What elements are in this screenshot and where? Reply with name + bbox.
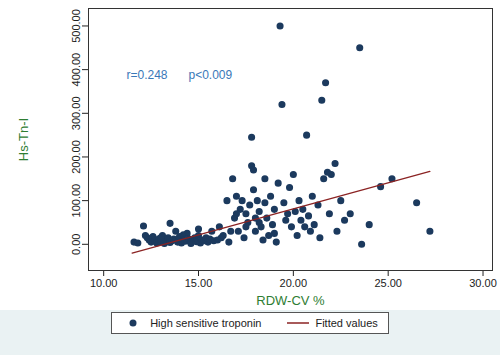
svg-text:500.00: 500.00 xyxy=(70,9,82,43)
svg-text:RDW-CV %: RDW-CV % xyxy=(256,293,325,308)
svg-text:200.00: 200.00 xyxy=(70,140,82,174)
svg-text:0.00: 0.00 xyxy=(70,234,82,255)
svg-text:p<0.009: p<0.009 xyxy=(189,68,233,82)
svg-text:r=0.248: r=0.248 xyxy=(127,68,168,82)
html-text:High sensitive troponin: High sensitive troponin xyxy=(150,317,262,329)
svg-text:25.00: 25.00 xyxy=(374,277,402,289)
html-text:Fitted values: Fitted values xyxy=(315,317,378,329)
svg-text:400.00: 400.00 xyxy=(70,53,82,87)
svg-text:15.00: 15.00 xyxy=(185,277,213,289)
svg-text:30.00: 30.00 xyxy=(469,277,497,289)
svg-text:10.00: 10.00 xyxy=(90,277,118,289)
svg-text:100.00: 100.00 xyxy=(70,184,82,218)
svg-text:300.00: 300.00 xyxy=(70,96,82,130)
svg-text:20.00: 20.00 xyxy=(280,277,308,289)
svg-text:Hs-Tn-I: Hs-Tn-I xyxy=(16,118,31,161)
